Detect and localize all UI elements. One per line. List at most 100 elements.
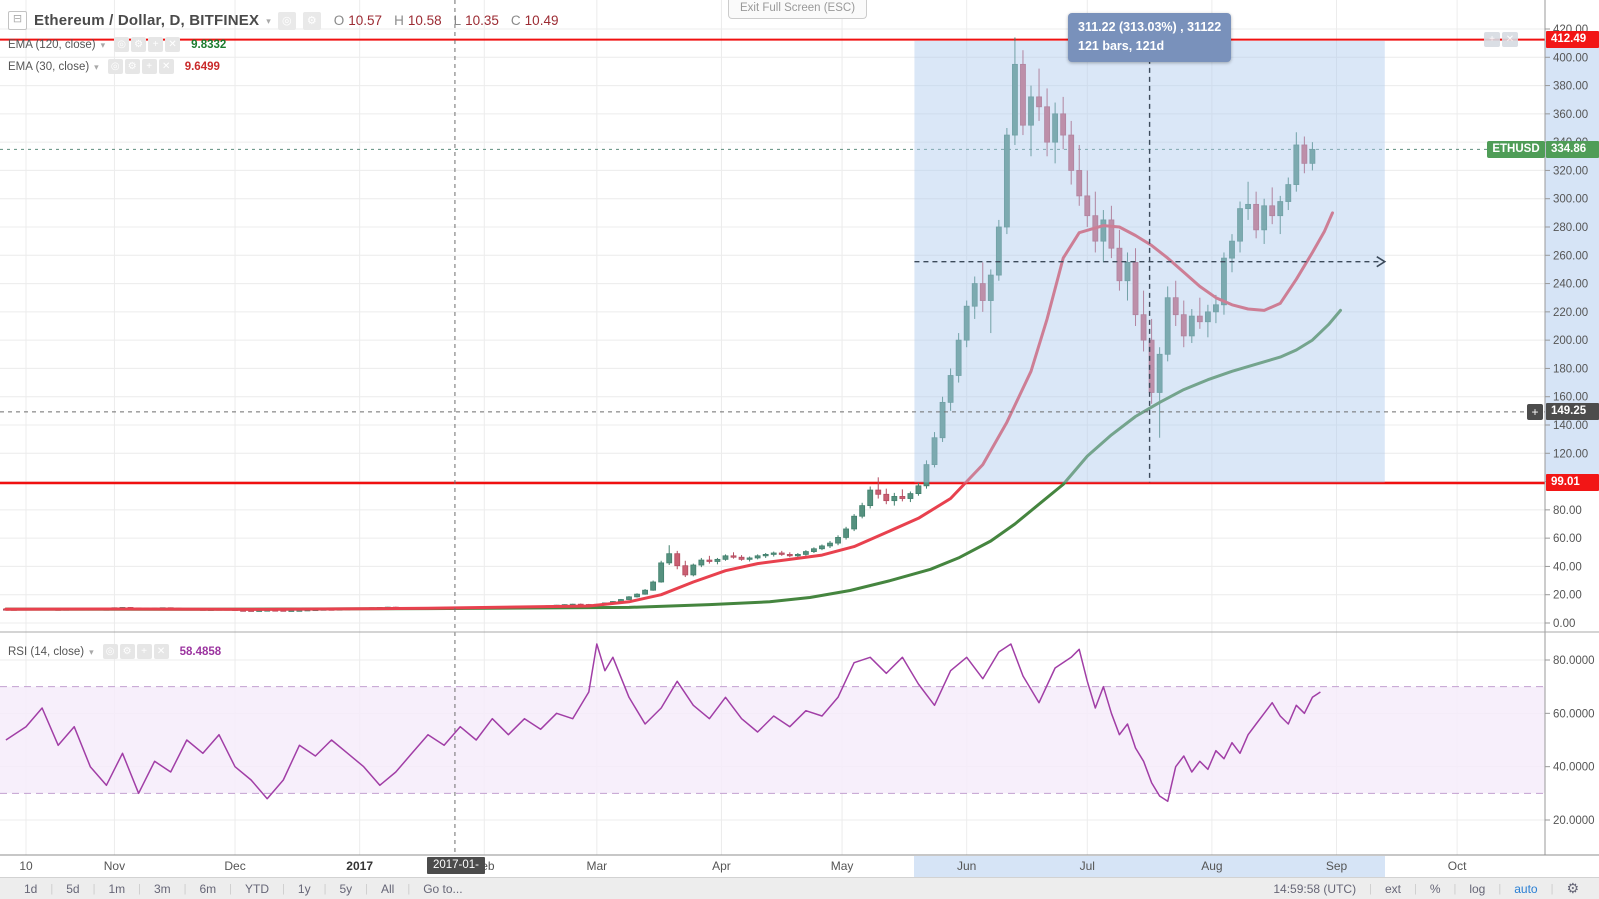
candle	[698, 559, 705, 566]
chart-canvas[interactable]: 0.0020.0040.0060.0080.00100.00120.00140.…	[0, 0, 1599, 877]
candle	[1116, 247, 1123, 282]
gear-icon[interactable]: ⚙	[119, 644, 135, 659]
candle	[674, 553, 681, 567]
price-axis-label: 220.00	[1553, 307, 1588, 319]
range-button-5d[interactable]: 5d	[66, 881, 80, 896]
measure-bars: 121 bars, 121d	[1078, 39, 1165, 54]
candle	[690, 564, 697, 576]
rsi-axis-label: 80.0000	[1553, 655, 1595, 667]
candle	[754, 555, 761, 559]
range-button-ytd[interactable]: YTD	[245, 881, 270, 896]
measure-arrow	[1376, 255, 1387, 268]
ema30-line	[4, 211, 1334, 611]
candle	[1156, 353, 1163, 393]
candle	[931, 437, 938, 465]
price-axis-label: 160.00	[1553, 392, 1588, 404]
gear-icon[interactable]: ⚙	[1566, 880, 1579, 896]
range-button-1d[interactable]: 1d	[24, 881, 38, 896]
close-icon[interactable]: ✕	[158, 59, 174, 74]
axis-button-percent[interactable]: %	[1429, 881, 1441, 896]
time-axis-label: Aug	[1201, 859, 1223, 873]
axis-button-ext[interactable]: ext	[1384, 881, 1401, 896]
crosshair-date-tag: 2017-01-25	[427, 857, 485, 888]
candle	[770, 552, 777, 555]
range-button-all[interactable]: All	[380, 881, 395, 896]
chevron-down-icon[interactable]: ▾	[100, 40, 106, 50]
toolbar-separator: |	[407, 882, 411, 895]
price-axis-label: 300.00	[1553, 194, 1588, 206]
rsi-axis-label: 60.0000	[1553, 708, 1595, 720]
add-alert-plus-button[interactable]: +	[1527, 404, 1543, 420]
time-axis-label: Apr	[712, 859, 731, 873]
chevron-down-icon[interactable]: ▾	[89, 647, 94, 657]
range-button-3m[interactable]: 3m	[153, 881, 171, 896]
time-axis-label: Jul	[1079, 859, 1095, 873]
candle	[682, 565, 689, 576]
range-button-1m[interactable]: 1m	[108, 881, 126, 896]
gear-icon[interactable]: ⚙	[131, 37, 147, 52]
eye-icon[interactable]: ◎	[107, 59, 123, 74]
candle	[1140, 314, 1147, 341]
range-button-5y[interactable]: 5y	[339, 881, 353, 896]
time-axis[interactable]: 10NovDec2017FebMarAprMayJunJulAugSepOct2…	[0, 856, 1599, 888]
chevron-down-icon[interactable]: ▾	[266, 16, 271, 26]
time-axis-label: Dec	[224, 859, 246, 873]
candle	[794, 554, 801, 557]
axis-button-log[interactable]: log	[1469, 881, 1486, 896]
candle	[923, 464, 930, 487]
candle	[859, 505, 866, 517]
time-axis-label: 10	[19, 859, 33, 873]
candle	[995, 226, 1002, 276]
range-button-goto[interactable]: Go to...	[423, 881, 463, 896]
open-value: 10.57	[348, 13, 383, 28]
measure-change: 311.22 (313.03%) , 31122	[1078, 20, 1222, 34]
candle	[1253, 203, 1260, 231]
axis-button-auto[interactable]: auto	[1514, 881, 1538, 896]
eye-icon[interactable]: ◎	[102, 644, 118, 659]
candle	[1221, 257, 1227, 306]
toolbar-separator: |	[183, 882, 187, 895]
range-button-1y[interactable]: 1y	[297, 881, 311, 896]
gear-icon[interactable]: ⚙	[124, 59, 140, 74]
price-axis-label: 260.00	[1553, 250, 1588, 262]
candle	[1003, 134, 1010, 228]
close-icon[interactable]: ✕	[153, 644, 169, 659]
low-label: L	[453, 13, 462, 28]
toolbar-separator: |	[138, 882, 141, 895]
symbol-price-flag: ETHUSD	[1487, 141, 1545, 158]
candle	[1012, 63, 1018, 136]
plus-icon[interactable]: +	[136, 644, 152, 659]
bottom-toolbar: 1d | 5d | 1m | 3m | 6m | YTD | 1y | 5y | All | Go to... 14…	[0, 877, 1599, 899]
close-value: 10.49	[524, 13, 559, 28]
toolbar-separator: |	[365, 882, 368, 895]
candle	[1108, 219, 1115, 249]
indicator-legend-ema30: EMA (30, close) ▾ ◎ ⚙ + ✕ 9.6499	[8, 59, 220, 74]
toolbar-separator: |	[1550, 882, 1554, 895]
plus-icon[interactable]: +	[148, 37, 164, 52]
range-button-6m[interactable]: 6m	[199, 881, 217, 896]
plus-icon[interactable]: +	[141, 59, 157, 74]
chevron-down-icon[interactable]: ▾	[94, 62, 99, 72]
alert-icon[interactable]: +	[1484, 32, 1500, 47]
indicator-label: EMA (120, close)	[8, 38, 96, 51]
candle	[1301, 144, 1308, 164]
eye-icon[interactable]: ◎	[114, 37, 130, 52]
candle	[875, 489, 882, 495]
candle	[1293, 144, 1300, 185]
time-axis-label: Mar	[586, 859, 608, 873]
collapse-pane-icon[interactable]: ⊟	[8, 11, 27, 30]
high-value: 10.58	[407, 13, 442, 28]
gear-icon[interactable]: ⚙	[302, 11, 321, 30]
eye-icon[interactable]: ◎	[277, 11, 296, 30]
close-icon[interactable]: ✕	[165, 37, 181, 52]
toolbar-separator: |	[1453, 882, 1457, 895]
price-axis-label: 0.00	[1553, 618, 1575, 630]
time-axis-label: Jun	[956, 859, 977, 873]
close-label: C	[510, 13, 521, 28]
close-icon[interactable]: ✕	[1502, 32, 1518, 47]
candle	[971, 283, 978, 307]
candle	[1132, 261, 1139, 316]
candle	[706, 559, 713, 562]
ohlc-values: O 10.57 H 10.58 L 10.35 C 10.49	[334, 13, 567, 28]
